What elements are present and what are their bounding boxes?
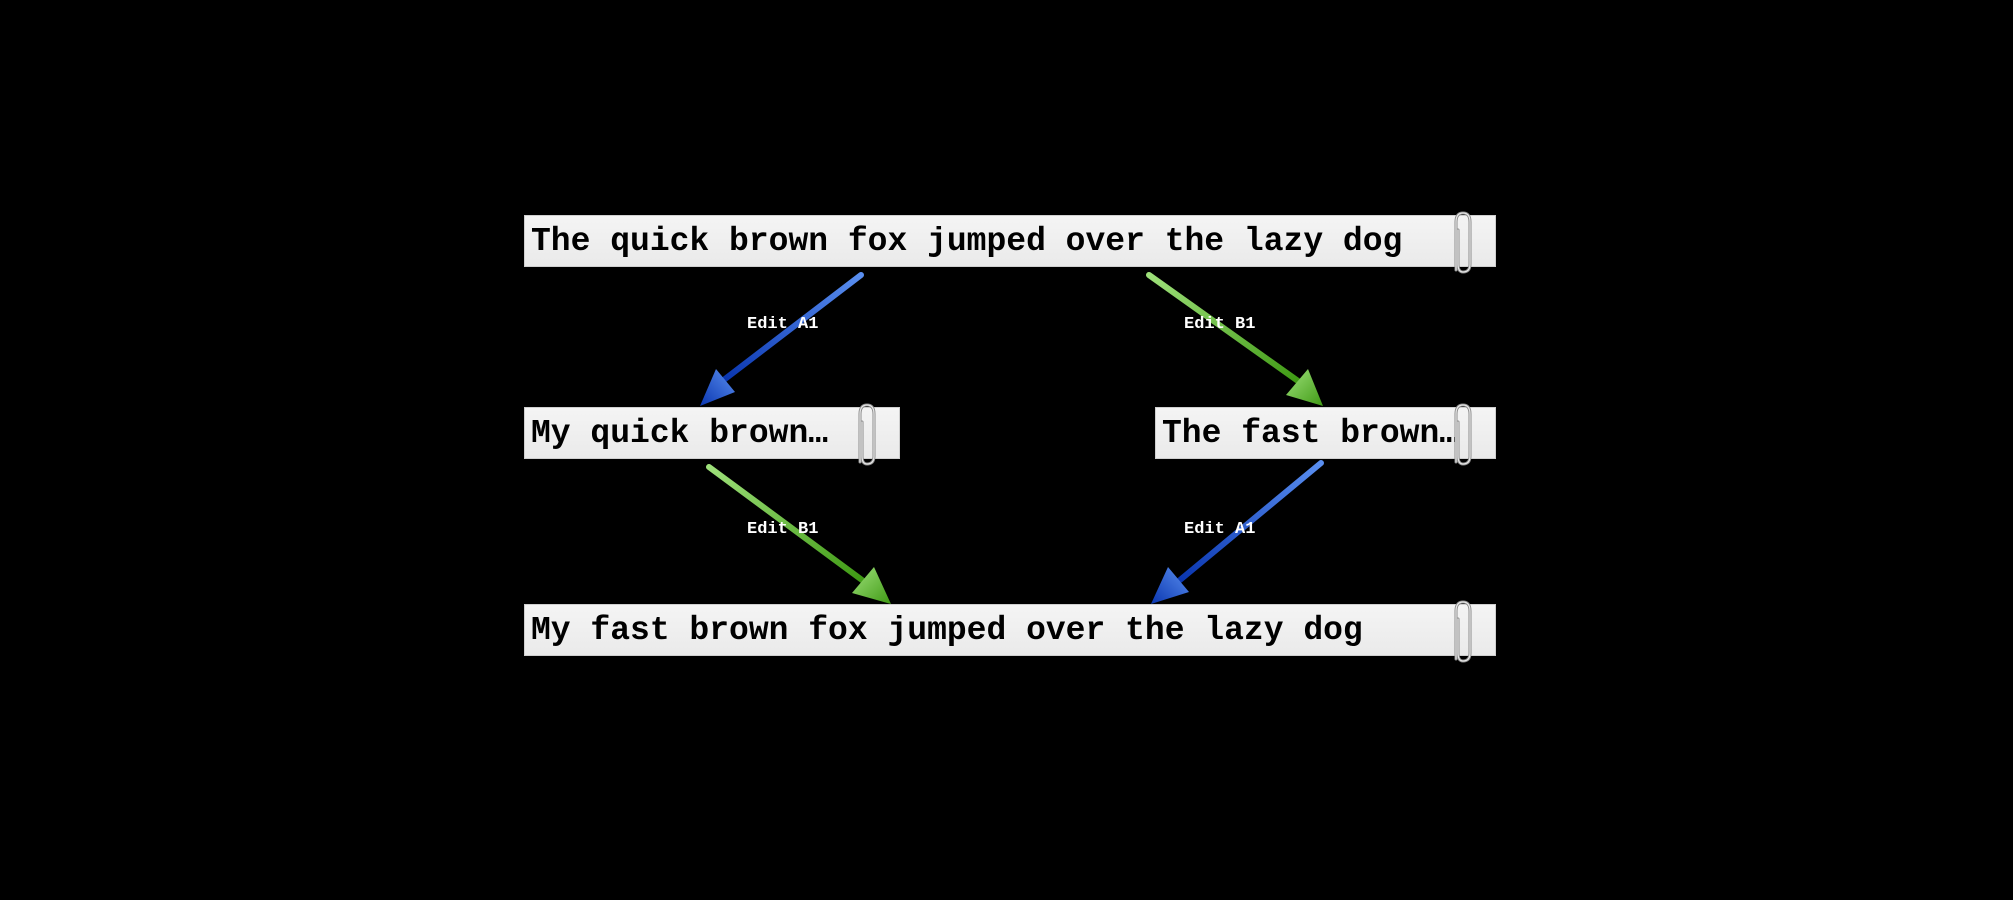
- version-a-text: My quick brown…: [531, 415, 829, 452]
- edit-a1-arrow-bottom: [1151, 460, 1324, 604]
- edit-b1-arrow-top: [1146, 272, 1323, 406]
- version-a-strip: My quick brown…: [524, 407, 900, 459]
- version-b-text: The fast brown…: [1162, 415, 1460, 452]
- edit-b1-arrow-bottom: [706, 464, 891, 604]
- paperclip-icon: [858, 403, 876, 466]
- edit-b1-label-top: Edit B1: [1184, 315, 1256, 334]
- merged-text: My fast brown fox jumped over the lazy d…: [531, 612, 1363, 649]
- paperclip-icon: [1454, 211, 1472, 274]
- original-text: The quick brown fox jumped over the lazy…: [531, 223, 1403, 260]
- paperclip-icon: [1454, 403, 1472, 466]
- version-b-strip: The fast brown…: [1155, 407, 1496, 459]
- edit-a1-label-bottom: Edit A1: [1184, 520, 1256, 539]
- merged-text-strip: My fast brown fox jumped over the lazy d…: [524, 604, 1496, 656]
- original-text-strip: The quick brown fox jumped over the lazy…: [524, 215, 1496, 267]
- paperclip-icon: [1454, 600, 1472, 663]
- edit-a1-label-top: Edit A1: [747, 315, 819, 334]
- edit-a1-arrow-top: [700, 272, 864, 406]
- edit-b1-label-bottom: Edit B1: [747, 520, 819, 539]
